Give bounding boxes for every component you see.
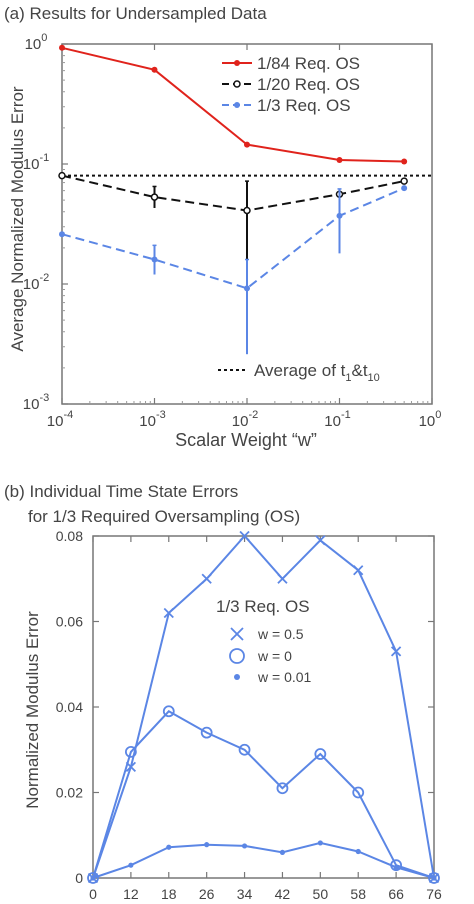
x-tick-label: 100 (419, 409, 442, 430)
x-tick-label: 50 (313, 886, 329, 902)
data-point-x (230, 627, 244, 641)
panel-b-title-line2: for 1/3 Required Oversampling (OS) (28, 507, 300, 526)
data-point-dot (234, 674, 240, 680)
x-tick-label: 66 (388, 886, 404, 902)
x-tick-label: 18 (161, 886, 177, 902)
legend-label-1: w = 0.5 (257, 626, 304, 642)
data-point (150, 193, 159, 201)
panel-a-xlabel: Scalar Weight “w” (175, 430, 317, 450)
legend-marker (234, 60, 240, 66)
data-point (151, 256, 158, 263)
legend-label-1: 1/84 Req. OS (257, 54, 360, 73)
legend-label-2: w = 0 (257, 648, 292, 664)
data-point-circle (314, 748, 327, 760)
data-point-dot (393, 864, 399, 870)
data-point-x (239, 530, 250, 542)
x-tick-label: 42 (275, 886, 291, 902)
axes-frame (92, 535, 435, 879)
data-point (400, 177, 408, 185)
data-point-dot (241, 843, 248, 849)
x-tick-label: 34 (237, 886, 253, 902)
x-tick-label: 76 (426, 886, 442, 902)
legend-label-3: w = 0.01 (257, 669, 312, 685)
data-point (244, 285, 250, 292)
x-tick-label: 10-4 (47, 409, 73, 430)
data-point-dot (166, 844, 172, 850)
legend-label-3: 1/3 Req. OS (257, 96, 351, 115)
data-point-circle (200, 726, 213, 739)
y-tick-label: 0.04 (56, 699, 83, 715)
data-point-circle (352, 786, 365, 799)
panel-a-ylabel: Average Normalized Modulus Error (8, 86, 27, 352)
data-point-dot (431, 875, 437, 881)
x-tick-label: 10-3 (139, 409, 165, 430)
y-tick-label: 0 (75, 870, 83, 886)
data-point-circle (124, 745, 137, 758)
data-point-x (163, 607, 174, 619)
legend-title: 1/3 Req. OS (216, 597, 310, 616)
data-point (151, 66, 158, 73)
data-point-x (315, 535, 326, 546)
data-point (59, 44, 65, 51)
data-point (401, 185, 408, 192)
x-tick-label: 58 (350, 886, 366, 902)
panel-a-title: (a) Results for Undersampled Data (4, 4, 267, 23)
data-point-circle (428, 872, 440, 884)
reference-legend-label: Average of t1&t10 (254, 361, 380, 384)
x-tick-label: 10-2 (232, 409, 258, 430)
data-point-x (125, 761, 137, 772)
x-tick-label: 26 (199, 886, 215, 902)
y-tick-label: 100 (25, 32, 48, 53)
data-point-circle (229, 648, 245, 664)
data-point-dot (355, 848, 361, 855)
data-point (401, 158, 408, 165)
panel-b-ylabel: Normalized Modulus Error (23, 611, 42, 809)
data-point-x (277, 573, 288, 584)
data-point-circle (87, 872, 99, 884)
data-point-dot (204, 842, 210, 848)
data-point-circle (276, 782, 289, 795)
data-point (336, 156, 343, 163)
panel-b-plot: 0 12 18 26 34 42 50 58 66 76 0 0.02 0.04 0.06 0.08 1/3 … (56, 528, 442, 902)
data-point-dot (317, 840, 323, 846)
legend-label-2: 1/20 Req. OS (257, 75, 360, 94)
y-tick-label: 0.06 (56, 614, 83, 630)
x-tick-label: 0 (89, 886, 97, 902)
data-point-x (201, 573, 212, 584)
series-line-1 (92, 534, 435, 879)
data-point-x (390, 646, 402, 657)
y-tick-label: 10-2 (23, 272, 49, 293)
data-point-dot (90, 875, 96, 881)
data-point (59, 231, 65, 238)
series-line-2 (92, 710, 435, 879)
panel-b-title-line1: (b) Individual Time State Errors (4, 482, 238, 501)
series-line-3 (61, 187, 405, 290)
data-point (58, 171, 66, 180)
data-point-circle (162, 705, 175, 718)
legend-marker (233, 80, 241, 88)
y-tick-label: 10-1 (23, 152, 49, 173)
x-tick-label: 12 (123, 886, 139, 902)
y-tick-label: 0.02 (56, 785, 83, 801)
series-line-3 (92, 841, 435, 879)
y-tick-label: 10-3 (23, 392, 49, 413)
data-point-circle (238, 743, 251, 756)
data-point (336, 212, 343, 219)
data-point (243, 206, 251, 215)
x-tick-label: 10-1 (324, 409, 350, 430)
data-point-dot (279, 849, 286, 855)
legend-marker (234, 102, 240, 108)
data-point-dot (128, 862, 134, 868)
y-tick-label: 0.08 (56, 528, 83, 544)
data-point-x (353, 565, 364, 576)
data-point (244, 141, 250, 148)
series-line-2 (61, 174, 405, 212)
